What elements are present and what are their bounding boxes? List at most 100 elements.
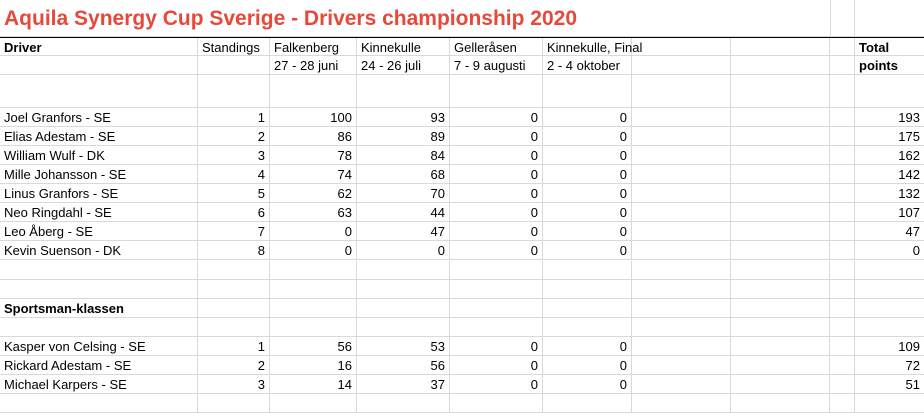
cell[interactable] bbox=[632, 299, 731, 317]
cell[interactable] bbox=[270, 280, 357, 298]
race-1-points-cell[interactable]: 86 bbox=[270, 127, 357, 145]
header-race-1[interactable]: Falkenberg bbox=[270, 38, 357, 55]
standing-cell[interactable]: 3 bbox=[198, 375, 270, 393]
driver-name-cell[interactable]: Neo Ringdahl - SE bbox=[0, 203, 198, 221]
cell[interactable] bbox=[731, 75, 830, 107]
race-4-points-cell[interactable]: 0 bbox=[543, 203, 632, 221]
cell[interactable] bbox=[543, 75, 632, 107]
header-total[interactable]: Total bbox=[855, 38, 924, 55]
cell[interactable] bbox=[830, 241, 855, 259]
cell[interactable] bbox=[0, 280, 198, 298]
cell[interactable] bbox=[731, 146, 830, 164]
cell[interactable] bbox=[357, 75, 450, 107]
race-1-points-cell[interactable]: 56 bbox=[270, 337, 357, 355]
cell[interactable] bbox=[357, 318, 450, 336]
cell[interactable] bbox=[830, 75, 855, 107]
race-2-points-cell[interactable]: 84 bbox=[357, 146, 450, 164]
driver-name-cell[interactable]: Elias Adestam - SE bbox=[0, 127, 198, 145]
race-4-points-cell[interactable]: 0 bbox=[543, 337, 632, 355]
cell[interactable] bbox=[855, 280, 924, 298]
cell[interactable] bbox=[731, 165, 830, 183]
race-1-points-cell[interactable]: 0 bbox=[270, 241, 357, 259]
cell[interactable] bbox=[632, 356, 731, 374]
cell[interactable] bbox=[632, 127, 731, 145]
cell[interactable] bbox=[632, 56, 731, 74]
cell[interactable] bbox=[0, 261, 198, 279]
race-4-points-cell[interactable]: 0 bbox=[543, 165, 632, 183]
total-points-cell[interactable]: 193 bbox=[855, 108, 924, 126]
cell[interactable] bbox=[632, 241, 731, 259]
cell[interactable] bbox=[830, 222, 855, 240]
standing-cell[interactable]: 8 bbox=[198, 241, 270, 259]
race-3-points-cell[interactable]: 0 bbox=[450, 165, 543, 183]
cell[interactable] bbox=[198, 299, 270, 317]
race-2-points-cell[interactable]: 0 bbox=[357, 241, 450, 259]
race-3-points-cell[interactable]: 0 bbox=[450, 337, 543, 355]
cell[interactable] bbox=[731, 108, 830, 126]
cell[interactable] bbox=[198, 394, 270, 412]
cell[interactable] bbox=[632, 165, 731, 183]
race-2-points-cell[interactable]: 56 bbox=[357, 356, 450, 374]
standing-cell[interactable]: 5 bbox=[198, 184, 270, 202]
driver-name-cell[interactable]: William Wulf - DK bbox=[0, 146, 198, 164]
header-race-2-dates[interactable]: 24 - 26 juli bbox=[357, 56, 450, 74]
standing-cell[interactable]: 1 bbox=[198, 108, 270, 126]
total-points-cell[interactable]: 107 bbox=[855, 203, 924, 221]
cell[interactable] bbox=[198, 75, 270, 107]
cell[interactable] bbox=[270, 318, 357, 336]
driver-name-cell[interactable]: Kasper von Celsing - SE bbox=[0, 337, 198, 355]
header-total-points[interactable]: points bbox=[855, 56, 924, 74]
cell[interactable] bbox=[731, 375, 830, 393]
cell[interactable] bbox=[543, 318, 632, 336]
cell[interactable] bbox=[830, 299, 855, 317]
cell[interactable] bbox=[830, 280, 855, 298]
cell[interactable] bbox=[830, 203, 855, 221]
standing-cell[interactable]: 2 bbox=[198, 356, 270, 374]
race-2-points-cell[interactable]: 70 bbox=[357, 184, 450, 202]
cell[interactable] bbox=[270, 394, 357, 412]
cell[interactable] bbox=[731, 241, 830, 259]
race-3-points-cell[interactable]: 0 bbox=[450, 222, 543, 240]
cell[interactable] bbox=[731, 299, 830, 317]
cell[interactable] bbox=[450, 75, 543, 107]
race-1-points-cell[interactable]: 62 bbox=[270, 184, 357, 202]
driver-name-cell[interactable]: Linus Granfors - SE bbox=[0, 184, 198, 202]
cell[interactable] bbox=[450, 280, 543, 298]
header-race-3-dates[interactable]: 7 - 9 augusti bbox=[450, 56, 543, 74]
total-points-cell[interactable]: 132 bbox=[855, 184, 924, 202]
cell[interactable] bbox=[830, 184, 855, 202]
cell[interactable] bbox=[632, 38, 731, 55]
race-1-points-cell[interactable]: 74 bbox=[270, 165, 357, 183]
cell[interactable] bbox=[830, 261, 855, 279]
total-points-cell[interactable]: 109 bbox=[855, 337, 924, 355]
cell[interactable] bbox=[830, 356, 855, 374]
race-4-points-cell[interactable]: 0 bbox=[543, 241, 632, 259]
cell[interactable] bbox=[731, 280, 830, 298]
cell[interactable] bbox=[830, 108, 855, 126]
race-3-points-cell[interactable]: 0 bbox=[450, 203, 543, 221]
cell[interactable] bbox=[632, 222, 731, 240]
cell[interactable] bbox=[731, 222, 830, 240]
cell[interactable] bbox=[450, 394, 543, 412]
race-3-points-cell[interactable]: 0 bbox=[450, 127, 543, 145]
cell[interactable] bbox=[830, 146, 855, 164]
race-1-points-cell[interactable]: 78 bbox=[270, 146, 357, 164]
cell[interactable] bbox=[830, 375, 855, 393]
cell[interactable] bbox=[270, 261, 357, 279]
cell[interactable] bbox=[731, 203, 830, 221]
header-race-3[interactable]: Gelleråsen bbox=[450, 38, 543, 55]
header-standings[interactable]: Standings bbox=[198, 38, 270, 55]
standing-cell[interactable]: 6 bbox=[198, 203, 270, 221]
cell[interactable] bbox=[543, 261, 632, 279]
cell[interactable] bbox=[198, 56, 270, 74]
cell[interactable] bbox=[830, 337, 855, 355]
race-3-points-cell[interactable]: 0 bbox=[450, 108, 543, 126]
cell[interactable] bbox=[855, 318, 924, 336]
cell[interactable] bbox=[855, 261, 924, 279]
driver-name-cell[interactable]: Kevin Suenson - DK bbox=[0, 241, 198, 259]
race-1-points-cell[interactable]: 100 bbox=[270, 108, 357, 126]
cell[interactable] bbox=[855, 75, 924, 107]
cell[interactable] bbox=[198, 280, 270, 298]
cell[interactable] bbox=[450, 299, 543, 317]
sportsman-heading[interactable]: Sportsman-klassen bbox=[0, 299, 198, 317]
